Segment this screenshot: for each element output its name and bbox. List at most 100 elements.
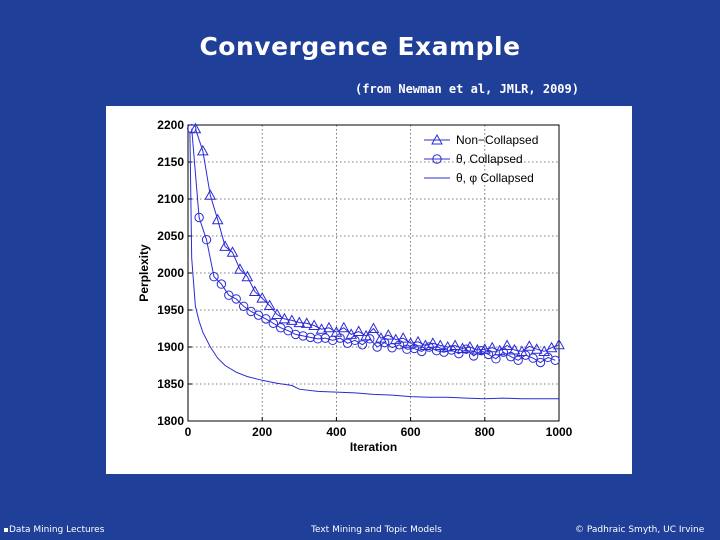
data-point — [253, 310, 264, 320]
data-point — [550, 355, 560, 366]
legend-label: θ, φ Collapsed — [456, 171, 534, 185]
data-point — [367, 322, 380, 333]
data-point — [226, 246, 239, 257]
data-point — [431, 346, 442, 356]
data-point — [238, 301, 249, 312]
perplexity-chart: 0 200 400 600 800 1000 1800 1850 1900 1950 2000 205… — [137, 118, 573, 454]
data-point — [553, 338, 565, 350]
footer-center: Text Mining and Topic Models — [311, 525, 442, 535]
y-tick-label: 1850 — [157, 377, 184, 391]
x-tick-label: 400 — [326, 425, 346, 439]
data-point — [248, 285, 261, 296]
y-axis-label: Perplexity — [137, 244, 151, 302]
data-point — [278, 312, 291, 324]
legend-marker — [431, 133, 443, 145]
data-point — [209, 272, 219, 282]
data-point — [256, 292, 269, 303]
data-point — [545, 341, 558, 353]
data-point — [219, 240, 231, 251]
x-tick-label: 800 — [475, 425, 495, 439]
x-tick-label: 200 — [252, 425, 272, 439]
legend-label: θ, Collapsed — [456, 152, 523, 166]
data-point — [246, 306, 256, 317]
data-point — [211, 213, 224, 225]
data-point — [216, 279, 227, 289]
footer-left: Data Mining Lectures — [4, 525, 104, 535]
series-2 — [187, 124, 560, 368]
data-point — [394, 340, 405, 350]
footer-right: © Padhraic Smyth, UC Irvine — [575, 525, 705, 535]
data-point — [224, 290, 234, 300]
citation: (from Newman et al, JMLR, 2009) — [355, 82, 579, 96]
data-point — [350, 335, 360, 346]
x-tick-label: 1000 — [546, 425, 573, 439]
data-point — [201, 235, 212, 245]
y-tick-label: 1800 — [157, 414, 184, 428]
data-point — [379, 337, 390, 348]
bullet-icon — [4, 527, 8, 532]
data-point — [523, 340, 536, 351]
data-point — [313, 334, 323, 344]
chart-panel: 0 200 400 600 800 1000 1800 1850 1900 1950 2000 205… — [106, 106, 632, 474]
series-3 — [189, 132, 559, 400]
slide-title: Convergence Example — [199, 32, 521, 61]
data-point — [241, 270, 254, 282]
data-point — [196, 144, 209, 156]
footer-left-text: Data Mining Lectures — [9, 525, 105, 535]
y-tick-label: 2200 — [157, 118, 184, 132]
data-point — [461, 344, 471, 354]
chart-series — [187, 122, 565, 400]
data-point — [454, 348, 464, 359]
data-point — [268, 318, 279, 329]
data-point — [506, 351, 516, 362]
data-point — [298, 331, 308, 341]
data-point — [402, 344, 412, 354]
x-axis-label: Iteration — [350, 440, 397, 454]
axis-ticks: 0 200 400 600 800 1000 1800 1850 1900 1950 2000 205… — [157, 118, 572, 439]
data-point — [335, 333, 345, 343]
data-point — [513, 355, 523, 366]
legend-label: Non−Collapsed — [456, 133, 538, 147]
data-point — [271, 308, 283, 319]
data-point — [315, 323, 328, 334]
data-point — [491, 354, 501, 364]
data-point — [498, 347, 509, 357]
x-tick-label: 600 — [401, 425, 421, 439]
data-point — [528, 353, 538, 363]
data-point — [261, 314, 271, 324]
data-point — [337, 321, 350, 333]
x-tick-label: 0 — [185, 425, 192, 439]
y-tick-label: 2100 — [157, 192, 184, 206]
data-point — [382, 329, 395, 340]
data-point — [204, 189, 217, 200]
data-point — [308, 319, 320, 331]
data-point — [283, 326, 293, 336]
data-point — [446, 345, 457, 355]
legend-marker — [432, 154, 442, 164]
data-point — [187, 124, 197, 134]
data-point — [189, 122, 202, 134]
y-tick-label: 2050 — [157, 229, 184, 243]
data-point — [300, 317, 313, 328]
data-point — [424, 342, 434, 352]
data-point — [263, 299, 276, 311]
data-point — [293, 316, 306, 328]
data-point — [468, 351, 479, 361]
data-point — [286, 314, 298, 325]
data-point — [365, 334, 375, 344]
series-line — [191, 128, 556, 364]
y-tick-label: 2000 — [157, 266, 184, 280]
y-tick-label: 1950 — [157, 303, 184, 317]
data-point — [323, 321, 335, 333]
chart-legend: Non−Collapsed θ, Collapsed θ, φ Collapsed — [424, 133, 538, 185]
data-point — [476, 346, 486, 356]
data-point — [352, 325, 365, 336]
data-point — [372, 342, 382, 352]
data-point — [483, 349, 494, 360]
data-point — [234, 263, 246, 274]
data-point — [305, 332, 316, 343]
data-point — [417, 346, 427, 357]
data-point — [231, 294, 241, 304]
data-point — [290, 329, 301, 340]
y-tick-label: 1900 — [157, 340, 184, 354]
